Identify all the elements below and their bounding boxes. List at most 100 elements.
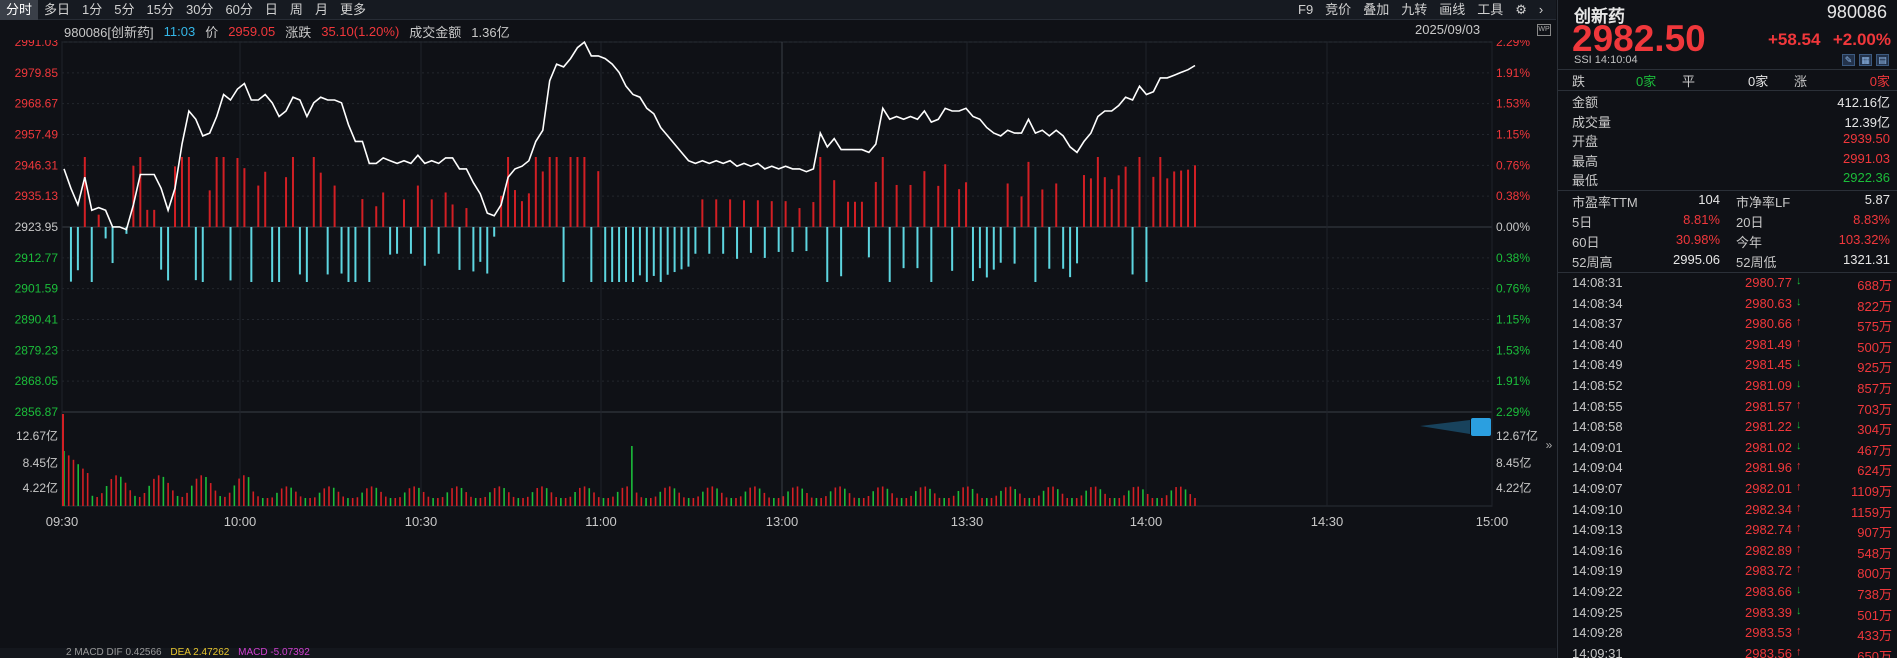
settings-gear-icon[interactable]: ⚙ (1515, 2, 1527, 17)
price-tick-label: 2968.67 (15, 97, 59, 111)
arrow-down-icon: ↓ (1796, 584, 1802, 596)
arrow-down-icon: ↓ (1796, 419, 1802, 432)
cursor-amount: 1.36亿 (471, 24, 510, 40)
toolbar-right-group: F9 竞价 叠加 九转 画线 工具 ⚙ › (1292, 0, 1549, 20)
toolbar-tool-button[interactable]: 画线 (1439, 2, 1466, 17)
tick-price: 2981.57 (1745, 398, 1792, 414)
tick-volume: 738万 (1857, 587, 1892, 602)
arrow-up-icon: ↑ (1796, 398, 1802, 411)
tick-volume: 624万 (1857, 463, 1892, 479)
tab-period[interactable]: 1分 (82, 1, 103, 17)
w52h-row: 52周高 2995.06 (1572, 252, 1720, 270)
tick-row: 14:09:07 2982.01 ↑ 1109万 (1572, 481, 1892, 501)
tick-time: 14:08:31 (1572, 275, 1623, 290)
flat-label: 平 (1682, 74, 1696, 89)
breadth-row: 跌 0家 平 0家 涨 0家 (1572, 71, 1890, 91)
time-tick-label: 14:00 (1130, 514, 1163, 529)
tick-time: 14:09:19 (1572, 563, 1623, 579)
cursor-price: 2959.05 (228, 23, 276, 39)
up-label: 涨 (1794, 74, 1808, 89)
tick-row: 14:09:13 2982.74 ↑ 907万 (1572, 522, 1892, 542)
arrow-down-icon: ↓ (1796, 275, 1802, 287)
tick-time: 14:08:49 (1572, 357, 1623, 373)
tab-period[interactable]: 多日 (44, 1, 71, 17)
settings-corner-icon[interactable]: WP (1537, 24, 1551, 36)
pct-tick-label: 2.29% (1496, 40, 1530, 49)
quote-change: +58.54 (1768, 30, 1821, 49)
tick-volume: 304万 (1857, 422, 1892, 438)
tab-period[interactable]: 日 (264, 1, 278, 17)
toolbar-tool-button[interactable]: 竞价 (1325, 2, 1352, 17)
collapse-panel-icon[interactable]: » (1545, 438, 1553, 452)
w52l-row: 52周低 1321.31 (1736, 252, 1890, 270)
time-tick-label: 11:00 (585, 514, 617, 529)
price-tick-label: 2879.23 (15, 343, 59, 357)
tick-time: 14:08:34 (1572, 295, 1623, 311)
tick-volume: 925万 (1857, 360, 1892, 376)
chart-icon[interactable]: ▦ (1859, 54, 1872, 66)
tick-row: 14:09:10 2982.34 ↑ 1159万 (1572, 502, 1892, 522)
intraday-chart[interactable]: 2991.03 2979.85 2968.67 2957.49 2946.31 2935.… (0, 40, 1556, 648)
tab-period[interactable]: 分时 (0, 0, 39, 20)
tab-period[interactable]: 60分 (225, 1, 253, 17)
price-tick-label: 2946.31 (15, 158, 59, 172)
d60-row: 60日 30.98% (1572, 232, 1720, 250)
toolbar-tool-button[interactable]: F9 (1298, 2, 1314, 17)
d20-row: 20日 8.83% (1736, 212, 1890, 230)
pct-tick-label: 0.76% (1496, 158, 1530, 172)
price-tick-label: 2868.05 (15, 374, 59, 388)
vol-tick-label-right: 12.67亿 (1496, 428, 1538, 443)
tick-price: 2983.39 (1745, 604, 1792, 620)
tick-row: 14:09:31 2983.56 ↑ 650万 (1572, 646, 1892, 658)
time-tick-label: 10:30 (405, 514, 438, 529)
toolbar-tool-button[interactable]: 九转 (1401, 2, 1428, 17)
stat-value: 2991.03 (1843, 150, 1890, 166)
tick-price: 2982.01 (1745, 481, 1792, 496)
quote-source-time: SSI 14:10:04 (1574, 54, 1638, 66)
stat-row: 最低 2922.36 (1572, 170, 1890, 190)
price-tick-label: 2979.85 (15, 66, 59, 80)
stat-value: 2922.36 (1843, 170, 1890, 185)
chevron-right-icon[interactable]: › (1538, 2, 1544, 17)
tick-time: 14:09:04 (1572, 460, 1623, 476)
price-tick-label: 2901.59 (15, 282, 59, 296)
grid-icon[interactable]: ▤ (1876, 54, 1889, 66)
float-widget-trail (1420, 420, 1470, 434)
pct-tick-label: 0.00% (1496, 220, 1530, 234)
tab-period[interactable]: 更多 (339, 1, 366, 17)
tab-period[interactable]: 5分 (114, 1, 135, 17)
tick-price: 2980.77 (1745, 275, 1792, 290)
tick-price: 2981.45 (1745, 357, 1792, 373)
pct-tick-label: 0.38% (1496, 251, 1530, 265)
tab-period[interactable]: 15分 (146, 1, 174, 17)
tick-time: 14:09:28 (1572, 625, 1623, 641)
toolbar-tool-button[interactable]: 工具 (1477, 2, 1504, 17)
arrow-up-icon: ↑ (1796, 542, 1802, 555)
tick-volume: 500万 (1857, 339, 1892, 355)
tab-period[interactable]: 周 (289, 1, 303, 17)
tab-period[interactable]: 30分 (185, 1, 214, 17)
quote-tools: ✎ ▦ ▤ (1842, 54, 1889, 66)
tab-period[interactable]: 月 (314, 1, 328, 17)
vol-tick-label-left: 8.45亿 (23, 455, 58, 470)
pct-tick-label: 1.15% (1496, 313, 1530, 327)
tick-volume: 1109万 (1851, 484, 1892, 499)
down-count: 0家 (1636, 74, 1657, 89)
price-line (63, 40, 1196, 231)
pe-row: 市盈率TTM 104 (1572, 192, 1720, 210)
pct-tick-label: 0.38% (1496, 189, 1530, 203)
tick-price: 2983.72 (1745, 563, 1792, 579)
pct-tick-label: 1.91% (1496, 66, 1530, 80)
pct-tick-label: 1.91% (1496, 374, 1530, 388)
tick-time: 14:09:07 (1572, 481, 1623, 496)
edit-icon[interactable]: ✎ (1842, 54, 1855, 66)
time-tick-label: 14:30 (1311, 514, 1344, 529)
tick-row: 14:08:52 2981.09 ↓ 857万 (1572, 378, 1892, 398)
tick-row: 14:09:19 2983.72 ↑ 800万 (1572, 563, 1892, 583)
vol-tick-label-left: 12.67亿 (16, 428, 58, 443)
quote-code: 980086 (1826, 2, 1887, 22)
arrow-down-icon: ↓ (1796, 604, 1802, 617)
toolbar-tool-button[interactable]: 叠加 (1363, 2, 1390, 17)
tick-volume: 1159万 (1851, 504, 1892, 520)
tick-volume: 703万 (1857, 401, 1892, 417)
